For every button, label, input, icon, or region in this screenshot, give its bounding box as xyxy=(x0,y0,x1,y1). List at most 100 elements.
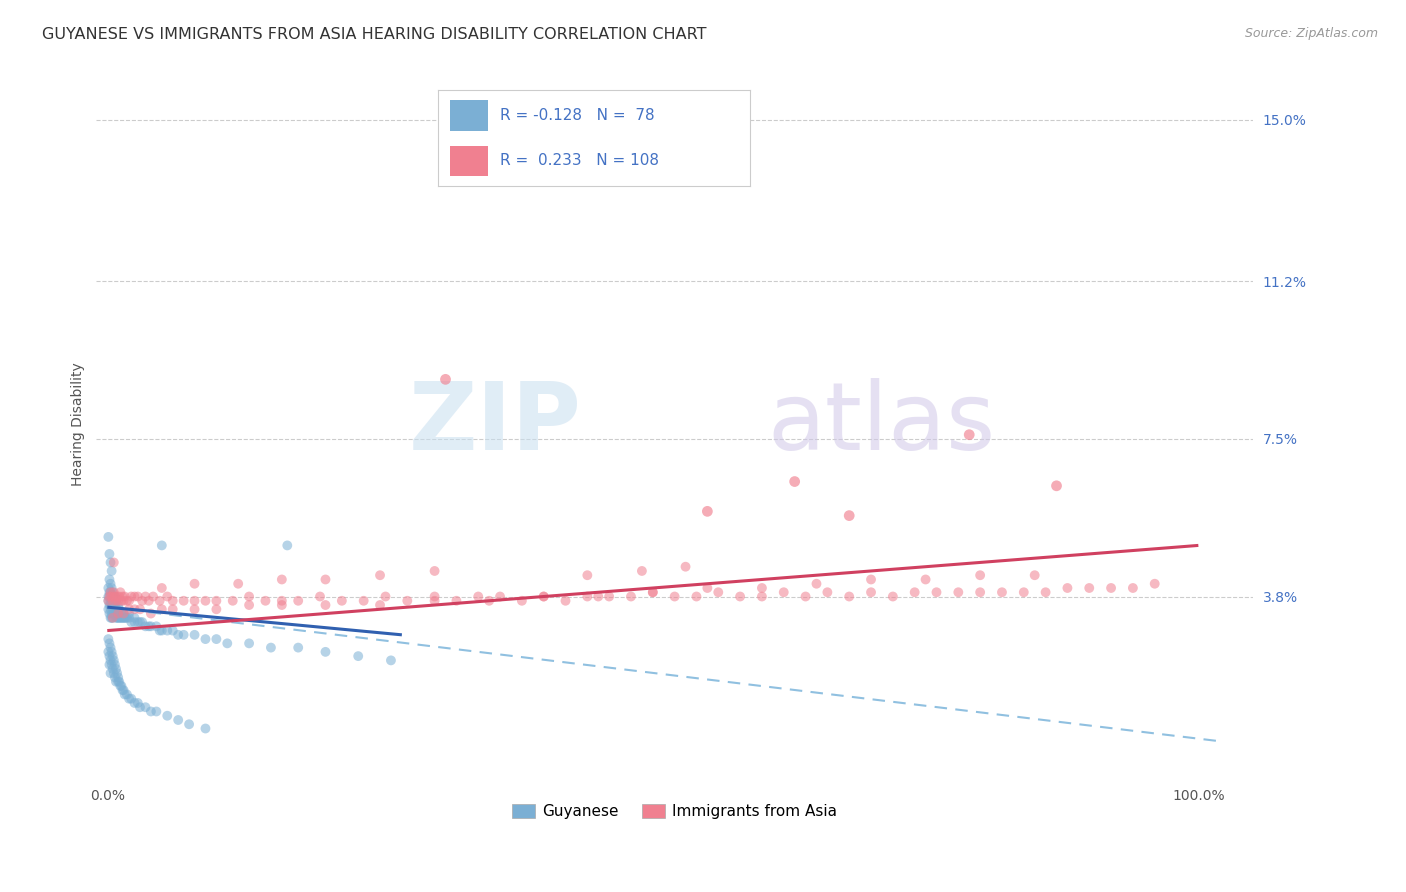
Point xyxy=(134,700,156,714)
Point xyxy=(131,594,153,608)
Point xyxy=(423,564,446,578)
Point xyxy=(838,508,860,523)
Point xyxy=(969,568,991,582)
Point xyxy=(97,645,120,659)
Point xyxy=(150,581,173,595)
Point xyxy=(124,611,146,625)
Point xyxy=(100,564,122,578)
Point xyxy=(707,585,730,599)
Point xyxy=(127,615,149,629)
Point xyxy=(641,585,664,599)
Point xyxy=(100,576,122,591)
Point xyxy=(675,559,697,574)
Point xyxy=(103,666,125,681)
Point xyxy=(114,611,136,625)
Point xyxy=(107,674,129,689)
Point xyxy=(101,662,124,676)
Point xyxy=(100,602,122,616)
Y-axis label: Hearing Disability: Hearing Disability xyxy=(72,362,86,486)
Text: Source: ZipAtlas.com: Source: ZipAtlas.com xyxy=(1244,27,1378,40)
Point xyxy=(948,585,970,599)
Point xyxy=(167,628,190,642)
Point xyxy=(105,666,128,681)
Point xyxy=(100,653,122,667)
Point xyxy=(110,611,132,625)
Point xyxy=(111,590,134,604)
Point xyxy=(111,611,134,625)
Point xyxy=(112,607,135,621)
Point xyxy=(110,611,132,625)
Point xyxy=(1012,585,1035,599)
Point xyxy=(205,594,228,608)
Point xyxy=(97,602,120,616)
Point xyxy=(353,594,375,608)
Point xyxy=(150,602,173,616)
Point xyxy=(576,590,599,604)
Point xyxy=(287,594,309,608)
Point xyxy=(108,611,131,625)
Point xyxy=(1143,576,1166,591)
Point xyxy=(904,585,927,599)
Point xyxy=(129,615,152,629)
Point xyxy=(374,590,396,604)
Point xyxy=(145,705,167,719)
Point xyxy=(173,628,195,642)
Point xyxy=(446,594,468,608)
Point xyxy=(162,624,184,638)
Point xyxy=(217,636,239,650)
Point xyxy=(696,581,718,595)
Point xyxy=(103,598,125,612)
Point xyxy=(103,607,125,621)
Point xyxy=(1099,581,1122,595)
Point xyxy=(1056,581,1078,595)
Point xyxy=(129,700,152,714)
Point xyxy=(598,590,620,604)
Point xyxy=(423,590,446,604)
Point xyxy=(287,640,309,655)
Point xyxy=(118,611,141,625)
Point xyxy=(118,607,141,621)
Point xyxy=(991,585,1014,599)
Point xyxy=(396,594,419,608)
Point xyxy=(1045,479,1067,493)
Point xyxy=(131,615,153,629)
Point xyxy=(860,585,883,599)
Point xyxy=(118,691,141,706)
Point xyxy=(127,696,149,710)
Point xyxy=(533,590,555,604)
Point xyxy=(101,585,124,599)
Point xyxy=(957,427,980,442)
Point xyxy=(139,619,162,633)
Point xyxy=(194,594,217,608)
Point xyxy=(124,615,146,629)
Point xyxy=(696,504,718,518)
Point xyxy=(114,688,136,702)
Point xyxy=(882,590,904,604)
Point xyxy=(101,611,124,625)
Point xyxy=(108,602,131,616)
Point xyxy=(641,585,664,599)
Point xyxy=(100,607,122,621)
Point xyxy=(309,590,332,604)
Point xyxy=(205,632,228,646)
Point xyxy=(98,590,121,604)
Point xyxy=(478,594,501,608)
Point xyxy=(112,607,135,621)
Point xyxy=(98,657,121,672)
Point xyxy=(1035,585,1057,599)
Point xyxy=(115,594,138,608)
Point xyxy=(103,556,125,570)
Point xyxy=(162,594,184,608)
Point xyxy=(103,585,125,599)
Point xyxy=(314,598,336,612)
Point xyxy=(173,594,195,608)
Point xyxy=(110,585,132,599)
Point xyxy=(100,598,122,612)
Point xyxy=(100,581,122,595)
Point xyxy=(423,594,446,608)
Point xyxy=(588,143,610,157)
Point xyxy=(104,607,127,621)
Point xyxy=(100,556,122,570)
Point xyxy=(104,662,127,676)
Point xyxy=(685,590,707,604)
